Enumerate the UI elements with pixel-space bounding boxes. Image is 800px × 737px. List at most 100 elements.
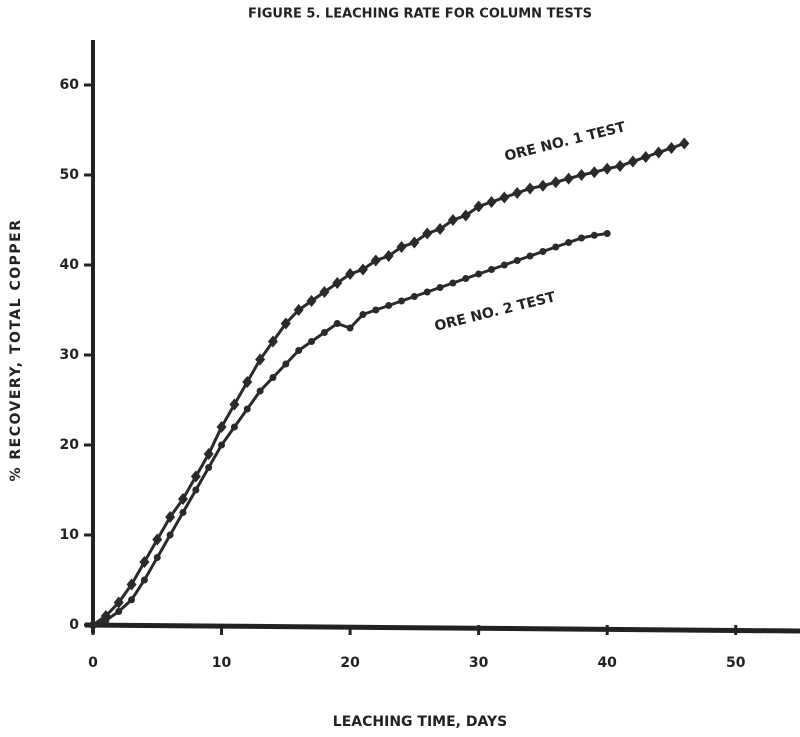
marker — [203, 448, 214, 460]
series-label: ORE NO. 1 TEST — [503, 119, 628, 165]
y-tick-label: 50 — [60, 167, 80, 183]
series-line — [92, 232, 608, 627]
marker — [177, 493, 188, 505]
marker — [577, 234, 585, 242]
marker — [128, 596, 136, 604]
marker — [140, 576, 148, 584]
marker — [295, 347, 303, 354]
marker — [102, 617, 110, 624]
marker — [370, 254, 381, 267]
marker — [552, 243, 560, 251]
marker — [475, 270, 483, 278]
y-tick-label: 0 — [69, 617, 79, 633]
marker — [435, 223, 446, 235]
marker — [603, 230, 611, 237]
marker — [447, 214, 458, 226]
marker — [153, 554, 161, 561]
marker — [383, 250, 394, 262]
marker — [499, 191, 510, 204]
marker — [255, 353, 266, 366]
marker — [576, 169, 587, 181]
marker — [243, 405, 251, 413]
marker — [179, 509, 187, 516]
marker — [282, 360, 290, 368]
marker — [346, 324, 354, 332]
marker — [398, 297, 406, 305]
y-tick-label: 20 — [60, 437, 80, 453]
x-tick-label: 0 — [88, 655, 98, 671]
marker — [115, 608, 123, 615]
marker — [602, 162, 613, 175]
marker — [679, 137, 690, 150]
marker — [615, 160, 626, 172]
x-axis — [84, 622, 800, 634]
marker — [396, 241, 407, 253]
marker — [357, 263, 368, 276]
x-tick-label: 10 — [212, 655, 232, 671]
marker — [293, 304, 304, 316]
marker — [113, 596, 124, 609]
marker — [486, 196, 497, 208]
marker — [166, 531, 174, 539]
marker — [449, 279, 457, 287]
x-tick-label: 20 — [340, 655, 360, 671]
marker — [280, 317, 291, 330]
marker — [192, 486, 200, 494]
x-tick-label: 50 — [726, 655, 746, 671]
marker — [512, 187, 523, 199]
marker — [89, 621, 97, 629]
series-label: ORE NO. 2 TEST — [433, 289, 558, 335]
marker — [319, 286, 330, 298]
marker — [190, 470, 201, 483]
marker — [409, 236, 420, 249]
marker — [539, 248, 547, 255]
marker — [423, 288, 431, 296]
marker — [640, 151, 651, 163]
y-tick-label: 10 — [60, 527, 80, 543]
marker — [333, 320, 341, 327]
marker — [436, 284, 444, 291]
marker — [627, 155, 638, 168]
marker — [526, 252, 534, 260]
marker — [500, 261, 508, 269]
x-axis-label: LEACHING TIME, DAYS — [333, 714, 507, 730]
marker — [563, 172, 574, 185]
marker — [306, 295, 317, 307]
marker — [513, 257, 521, 264]
marker — [590, 231, 598, 239]
marker — [165, 511, 176, 523]
marker — [537, 179, 548, 192]
marker — [653, 146, 664, 159]
marker — [308, 338, 316, 345]
y-axis-label: % RECOVERY, TOTAL COPPER — [8, 218, 24, 481]
marker — [460, 209, 471, 222]
y-tick-label: 30 — [60, 347, 80, 363]
x-tick-label: 40 — [597, 655, 617, 671]
marker — [473, 200, 484, 213]
marker — [332, 277, 343, 289]
y-tick-label: 40 — [60, 257, 80, 273]
marker — [410, 293, 418, 300]
marker — [229, 398, 240, 411]
marker — [422, 227, 433, 240]
y-tick-label: 60 — [60, 77, 80, 93]
marker — [269, 374, 277, 381]
marker — [230, 423, 238, 431]
marker — [462, 275, 470, 282]
marker — [218, 441, 226, 449]
marker — [320, 329, 328, 336]
marker — [525, 182, 536, 195]
marker — [565, 239, 573, 246]
marker — [345, 268, 356, 280]
marker — [256, 387, 264, 395]
x-tick-label: 30 — [469, 655, 489, 671]
marker — [550, 176, 561, 189]
marker — [385, 302, 393, 309]
series-line — [92, 142, 685, 627]
marker — [487, 266, 495, 273]
marker — [242, 376, 253, 388]
marker — [216, 421, 227, 433]
marker — [139, 556, 150, 568]
marker — [267, 335, 278, 348]
marker — [589, 166, 600, 179]
